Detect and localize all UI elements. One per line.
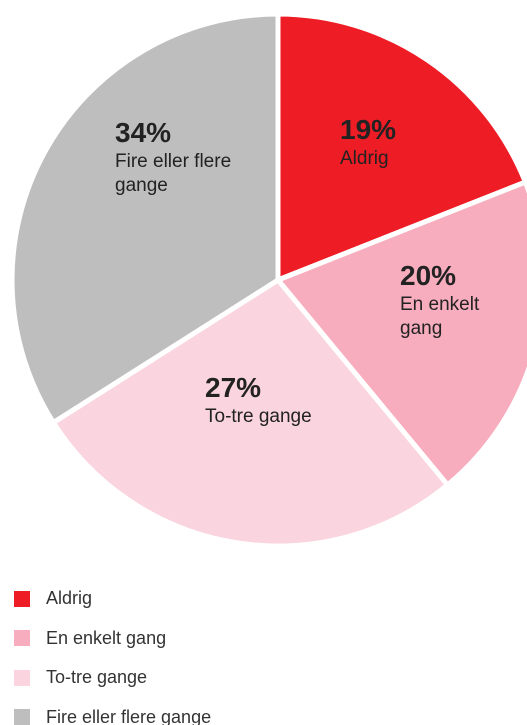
slice-label: 34% Fire eller flere gange xyxy=(115,115,255,198)
legend-label: Fire eller flere gange xyxy=(46,706,212,725)
legend-label: Aldrig xyxy=(46,588,93,608)
slice-percent: 19% xyxy=(340,114,397,145)
legend-item: En enkelt gang xyxy=(14,628,166,649)
slice-percent: 27% xyxy=(205,372,262,403)
slice-name: To-tre gange xyxy=(205,406,312,427)
legend-label: En enkelt gang xyxy=(46,627,167,648)
legend-item: To-tre gange xyxy=(14,667,147,688)
slice-percent: 34% xyxy=(115,117,172,148)
slice-name: En enkelt gang xyxy=(400,294,480,339)
legend-swatch xyxy=(14,630,30,646)
legend-item: Aldrig xyxy=(14,588,92,609)
slice-label: 19% Aldrig xyxy=(340,112,460,171)
legend-label: To-tre gange xyxy=(46,667,148,687)
pie-slice xyxy=(49,276,452,549)
slice-label: 27% To-tre gange xyxy=(205,370,375,429)
legend-swatch xyxy=(14,669,30,686)
slice-label: 20% En enkelt gang xyxy=(400,258,520,341)
pie-slice xyxy=(273,178,527,489)
slice-name: Fire eller flere gange xyxy=(115,151,232,196)
pie-slice xyxy=(9,11,281,426)
slice-percent: 20% xyxy=(400,260,457,291)
legend-swatch xyxy=(14,590,30,607)
slice-name: Aldrig xyxy=(340,148,389,169)
legend-item: Fire eller flere gange xyxy=(14,707,211,725)
pie-slice xyxy=(275,11,527,284)
legend-swatch xyxy=(14,709,30,725)
